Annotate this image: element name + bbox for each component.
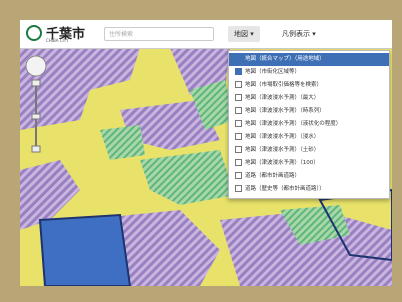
map-button[interactable]: 地図 ▾ [228,26,260,42]
checkbox[interactable] [235,107,242,114]
checkbox[interactable] [235,146,242,153]
menu-item[interactable]: 地図（津波浸水予測）（土砂） [229,144,389,157]
menu-label: 地図（津波浸水予測）（浸水） [245,134,319,140]
checkbox[interactable] [235,120,242,127]
menu-item[interactable]: 地図（統合マップ）（用途地域） [229,53,389,66]
menu-item[interactable]: 地図（市場取引価格等を検索） [229,79,389,92]
checkbox[interactable] [235,94,242,101]
photo-frame: 千葉市 CHIBA CITY 住所検索 地図 ▾ 凡例表示 ▾ 地図（統合マップ… [0,0,402,302]
menu-item[interactable]: 地図（津波浸水予測）（100） [229,157,389,170]
screen: 千葉市 CHIBA CITY 住所検索 地図 ▾ 凡例表示 ▾ 地図（統合マップ… [20,20,392,286]
menu-item[interactable]: 道路（歴史等（都市計画道路）） [229,183,389,196]
checkbox[interactable] [235,55,242,62]
checkbox[interactable] [235,68,242,75]
menu-item[interactable]: 道路（都市計画道路） [229,170,389,183]
menu-label: 道路（都市計画道路） [245,173,300,179]
checkbox[interactable] [235,185,242,192]
menu-item[interactable]: 地図（津波浸水予測）（時系列） [229,105,389,118]
header: 千葉市 CHIBA CITY 住所検索 地図 ▾ 凡例表示 ▾ [20,20,392,49]
search-box[interactable]: 住所検索 [104,27,214,41]
legend-button[interactable]: 凡例表示 ▾ [276,26,322,42]
menu-label: 地図（津波浸水予測）（液状化の程度） [245,121,341,127]
logo[interactable]: 千葉市 CHIBA CITY [26,23,106,45]
checkbox[interactable] [235,133,242,140]
checkbox[interactable] [235,172,242,179]
logo-subtext: CHIBA CITY [46,38,69,43]
menu-label: 地図（津波浸水予測）（時系列） [245,108,325,114]
checkbox[interactable] [235,159,242,166]
menu-item[interactable]: 地図（市街化区域等） [229,66,389,79]
menu-item[interactable]: 地図（津波浸水予測）（液状化の程度） [229,118,389,131]
menu-label: 地図（統合マップ）（用途地域） [245,56,325,62]
zoom-control[interactable] [24,54,48,154]
menu-label: 地図（市場取引価格等を検索） [245,82,322,88]
menu-label: 地図（市街化区域等） [245,69,300,75]
menu-label: 地図（津波浸水予測）（土砂） [245,147,319,153]
menu-label: 地図（津波浸水予測）（最大） [245,95,319,101]
logo-mark [26,25,42,41]
menu-item[interactable]: 地図（津波浸水予測）（浸水） [229,131,389,144]
menu-label: 道路（歴史等（都市計画道路）） [245,186,325,192]
menu-item[interactable]: 地図（津波浸水予測）（最大） [229,92,389,105]
dropdown-menu: 地図（統合マップ）（用途地域） 地図（市街化区域等） 地図（市場取引価格等を検索） 地… [228,50,390,199]
menu-label: 地図（津波浸水予測）（100） [245,160,319,166]
checkbox[interactable] [235,81,242,88]
